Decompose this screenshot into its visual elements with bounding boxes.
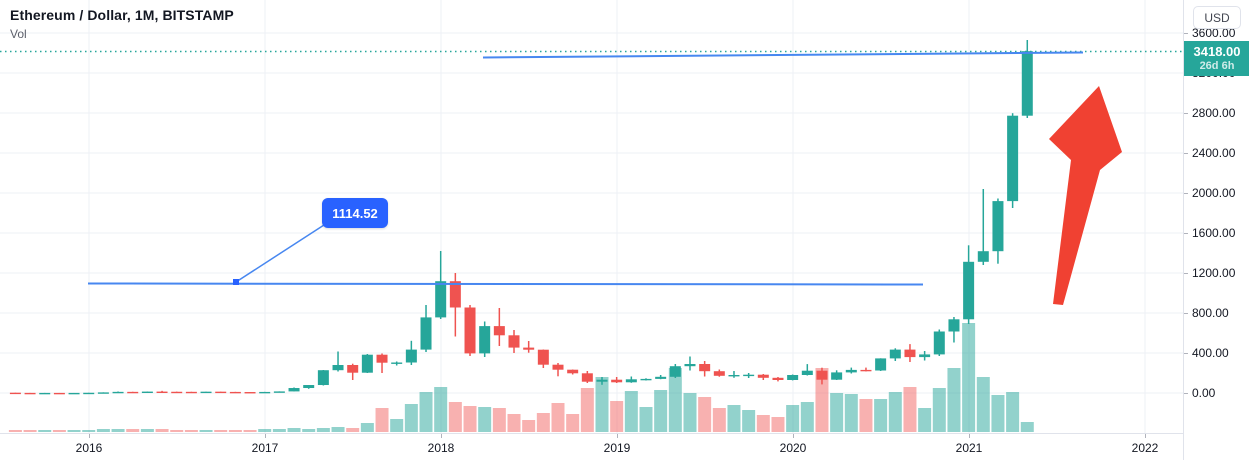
- price-axis-label: 1600.00: [1192, 226, 1236, 240]
- drawings: [87, 51, 1122, 305]
- grid: [0, 0, 1183, 433]
- callout-pointer-line[interactable]: [235, 224, 325, 283]
- time-axis-tick: [793, 434, 794, 438]
- time-axis-tick: [1145, 434, 1146, 438]
- symbol-title[interactable]: Ethereum / Dollar, 1M, BITSTAMP: [10, 7, 234, 23]
- axis-corner: [1183, 433, 1249, 460]
- chart-legend: Ethereum / Dollar, 1M, BITSTAMP Vol: [10, 7, 234, 41]
- time-axis-label: 2022: [1131, 441, 1159, 455]
- time-axis-label: 2020: [779, 441, 807, 455]
- trend-line-drawing[interactable]: [482, 51, 1084, 59]
- price-axis-label: 2800.00: [1192, 106, 1236, 120]
- time-axis-label: 2021: [955, 441, 983, 455]
- price-axis-tick: [1184, 353, 1188, 354]
- bar-countdown: 26d 6h: [1199, 59, 1235, 72]
- price-axis[interactable]: USD 3418.00 26d 6h 3600.003200.002800.00…: [1183, 0, 1249, 433]
- callout-anchor-handle[interactable]: [233, 279, 239, 285]
- time-axis-tick: [89, 434, 90, 438]
- price-axis-label: 2400.00: [1192, 146, 1236, 160]
- volume-indicator-label[interactable]: Vol: [10, 27, 27, 41]
- time-axis-label: 2019: [603, 441, 631, 455]
- price-axis-label: 0.00: [1192, 386, 1216, 400]
- candles: [9, 40, 1033, 395]
- price-axis-label: 2000.00: [1192, 186, 1236, 200]
- last-price-value: 3418.00: [1193, 44, 1241, 60]
- time-axis-tick: [265, 434, 266, 438]
- price-axis-tick: [1184, 193, 1188, 194]
- price-axis-tick: [1184, 113, 1188, 114]
- price-axis-label: 1200.00: [1192, 266, 1236, 280]
- up-arrow-drawing[interactable]: [1049, 86, 1122, 305]
- time-axis-tick: [969, 434, 970, 438]
- horizontal-line-drawing[interactable]: [87, 282, 924, 286]
- time-axis-label: 2018: [427, 441, 455, 455]
- time-axis-tick: [617, 434, 618, 438]
- time-axis-label: 2017: [251, 441, 279, 455]
- price-axis-tick: [1184, 273, 1188, 274]
- price-axis-tick: [1184, 233, 1188, 234]
- chart-canvas[interactable]: [0, 0, 1183, 433]
- volume-bars: [8, 323, 1034, 432]
- price-axis-tick: [1184, 153, 1188, 154]
- price-callout[interactable]: 1114.52: [322, 198, 388, 228]
- currency-toggle-button[interactable]: USD: [1193, 6, 1241, 29]
- last-price-badge: 3418.00 26d 6h: [1184, 41, 1249, 76]
- price-axis-tick: [1184, 393, 1188, 394]
- price-axis-label: 800.00: [1192, 306, 1229, 320]
- price-axis-label: 400.00: [1192, 346, 1229, 360]
- time-axis-tick: [441, 434, 442, 438]
- time-axis[interactable]: 2016 2017 2018 2019 2020 2021 2022: [0, 433, 1249, 461]
- price-axis-label: 3600.00: [1192, 26, 1236, 40]
- price-axis-tick: [1184, 313, 1188, 314]
- time-axis-label: 2016: [75, 441, 103, 455]
- chart-pane[interactable]: Ethereum / Dollar, 1M, BITSTAMP Vol 1114…: [0, 0, 1183, 433]
- price-axis-tick: [1184, 33, 1188, 34]
